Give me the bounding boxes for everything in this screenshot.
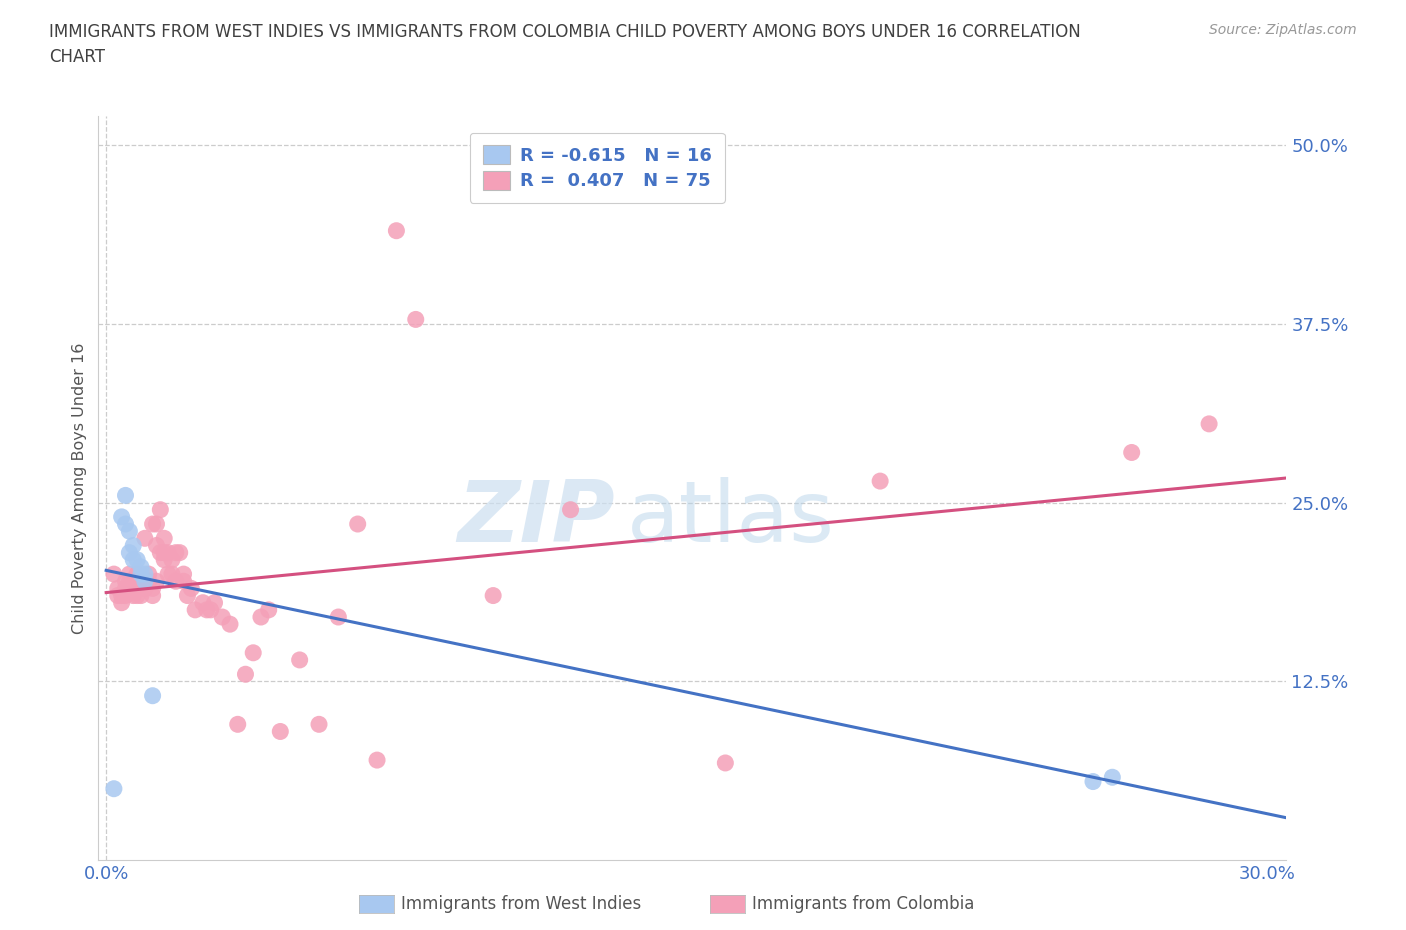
Point	[173, 566, 195, 581]
Point	[169, 545, 191, 560]
Point	[134, 566, 156, 581]
Point	[111, 588, 134, 603]
Text: Source: ZipAtlas.com: Source: ZipAtlas.com	[1209, 23, 1357, 37]
Point	[129, 566, 152, 581]
Point	[127, 566, 149, 581]
Point	[111, 510, 134, 525]
Point	[204, 595, 226, 610]
Point	[107, 588, 129, 603]
Point	[134, 581, 156, 596]
Point	[118, 574, 141, 589]
Point	[385, 223, 408, 238]
Point	[129, 560, 152, 575]
Point	[1121, 445, 1143, 460]
Point	[114, 581, 136, 596]
Point	[153, 531, 176, 546]
Point	[184, 603, 207, 618]
Point	[134, 574, 156, 589]
Text: Immigrants from Colombia: Immigrants from Colombia	[752, 895, 974, 913]
Point	[127, 581, 149, 596]
Point	[157, 545, 180, 560]
Point	[118, 545, 141, 560]
Point	[160, 552, 183, 567]
Point	[138, 574, 160, 589]
Point	[235, 667, 257, 682]
Point	[127, 552, 149, 567]
Point	[714, 755, 737, 770]
Point	[405, 312, 427, 326]
Point	[118, 566, 141, 581]
Point	[1101, 770, 1123, 785]
Point	[122, 588, 145, 603]
Point	[142, 516, 165, 531]
Point	[257, 603, 280, 618]
Point	[195, 603, 218, 618]
Point	[122, 552, 145, 567]
Point	[114, 574, 136, 589]
Point	[122, 538, 145, 553]
Point	[129, 574, 152, 589]
Point	[145, 516, 167, 531]
Point	[560, 502, 582, 517]
Point	[111, 595, 134, 610]
Point	[122, 581, 145, 596]
Point	[869, 473, 891, 488]
Point	[142, 688, 165, 703]
Point	[288, 653, 311, 668]
Point	[114, 588, 136, 603]
Point	[200, 603, 222, 618]
Point	[142, 588, 165, 603]
Text: atlas: atlas	[627, 476, 835, 560]
Point	[114, 516, 136, 531]
Y-axis label: Child Poverty Among Boys Under 16: Child Poverty Among Boys Under 16	[72, 342, 87, 634]
Point	[149, 545, 172, 560]
Point	[145, 538, 167, 553]
Point	[118, 581, 141, 596]
Point	[1081, 774, 1104, 789]
Point	[142, 581, 165, 596]
Point	[138, 566, 160, 581]
Point	[482, 588, 505, 603]
Point	[160, 566, 183, 581]
Point	[1198, 417, 1220, 432]
Point	[103, 781, 125, 796]
Point	[153, 552, 176, 567]
Point	[107, 581, 129, 596]
Point	[127, 588, 149, 603]
Point	[308, 717, 330, 732]
Text: ZIP: ZIP	[457, 476, 616, 560]
Point	[180, 581, 202, 596]
Point	[129, 581, 152, 596]
Point	[114, 488, 136, 503]
Point	[250, 609, 273, 624]
Point	[219, 617, 242, 631]
Point	[153, 545, 176, 560]
Point	[226, 717, 249, 732]
Point	[165, 545, 187, 560]
Point	[122, 574, 145, 589]
Legend: R = -0.615   N = 16, R =  0.407   N = 75: R = -0.615 N = 16, R = 0.407 N = 75	[470, 133, 725, 203]
Point	[103, 566, 125, 581]
Point	[211, 609, 233, 624]
Point	[176, 588, 198, 603]
Point	[191, 595, 214, 610]
Point	[118, 524, 141, 538]
Point	[157, 566, 180, 581]
Point	[134, 531, 156, 546]
Point	[328, 609, 350, 624]
Point	[145, 574, 167, 589]
Point	[242, 645, 264, 660]
Point	[127, 574, 149, 589]
Point	[129, 588, 152, 603]
Text: Immigrants from West Indies: Immigrants from West Indies	[401, 895, 641, 913]
Point	[165, 574, 187, 589]
Point	[149, 502, 172, 517]
Point	[122, 574, 145, 589]
Text: IMMIGRANTS FROM WEST INDIES VS IMMIGRANTS FROM COLOMBIA CHILD POVERTY AMONG BOYS: IMMIGRANTS FROM WEST INDIES VS IMMIGRANT…	[49, 23, 1081, 66]
Point	[346, 516, 368, 531]
Point	[173, 574, 195, 589]
Point	[134, 574, 156, 589]
Point	[366, 752, 388, 767]
Point	[269, 724, 291, 739]
